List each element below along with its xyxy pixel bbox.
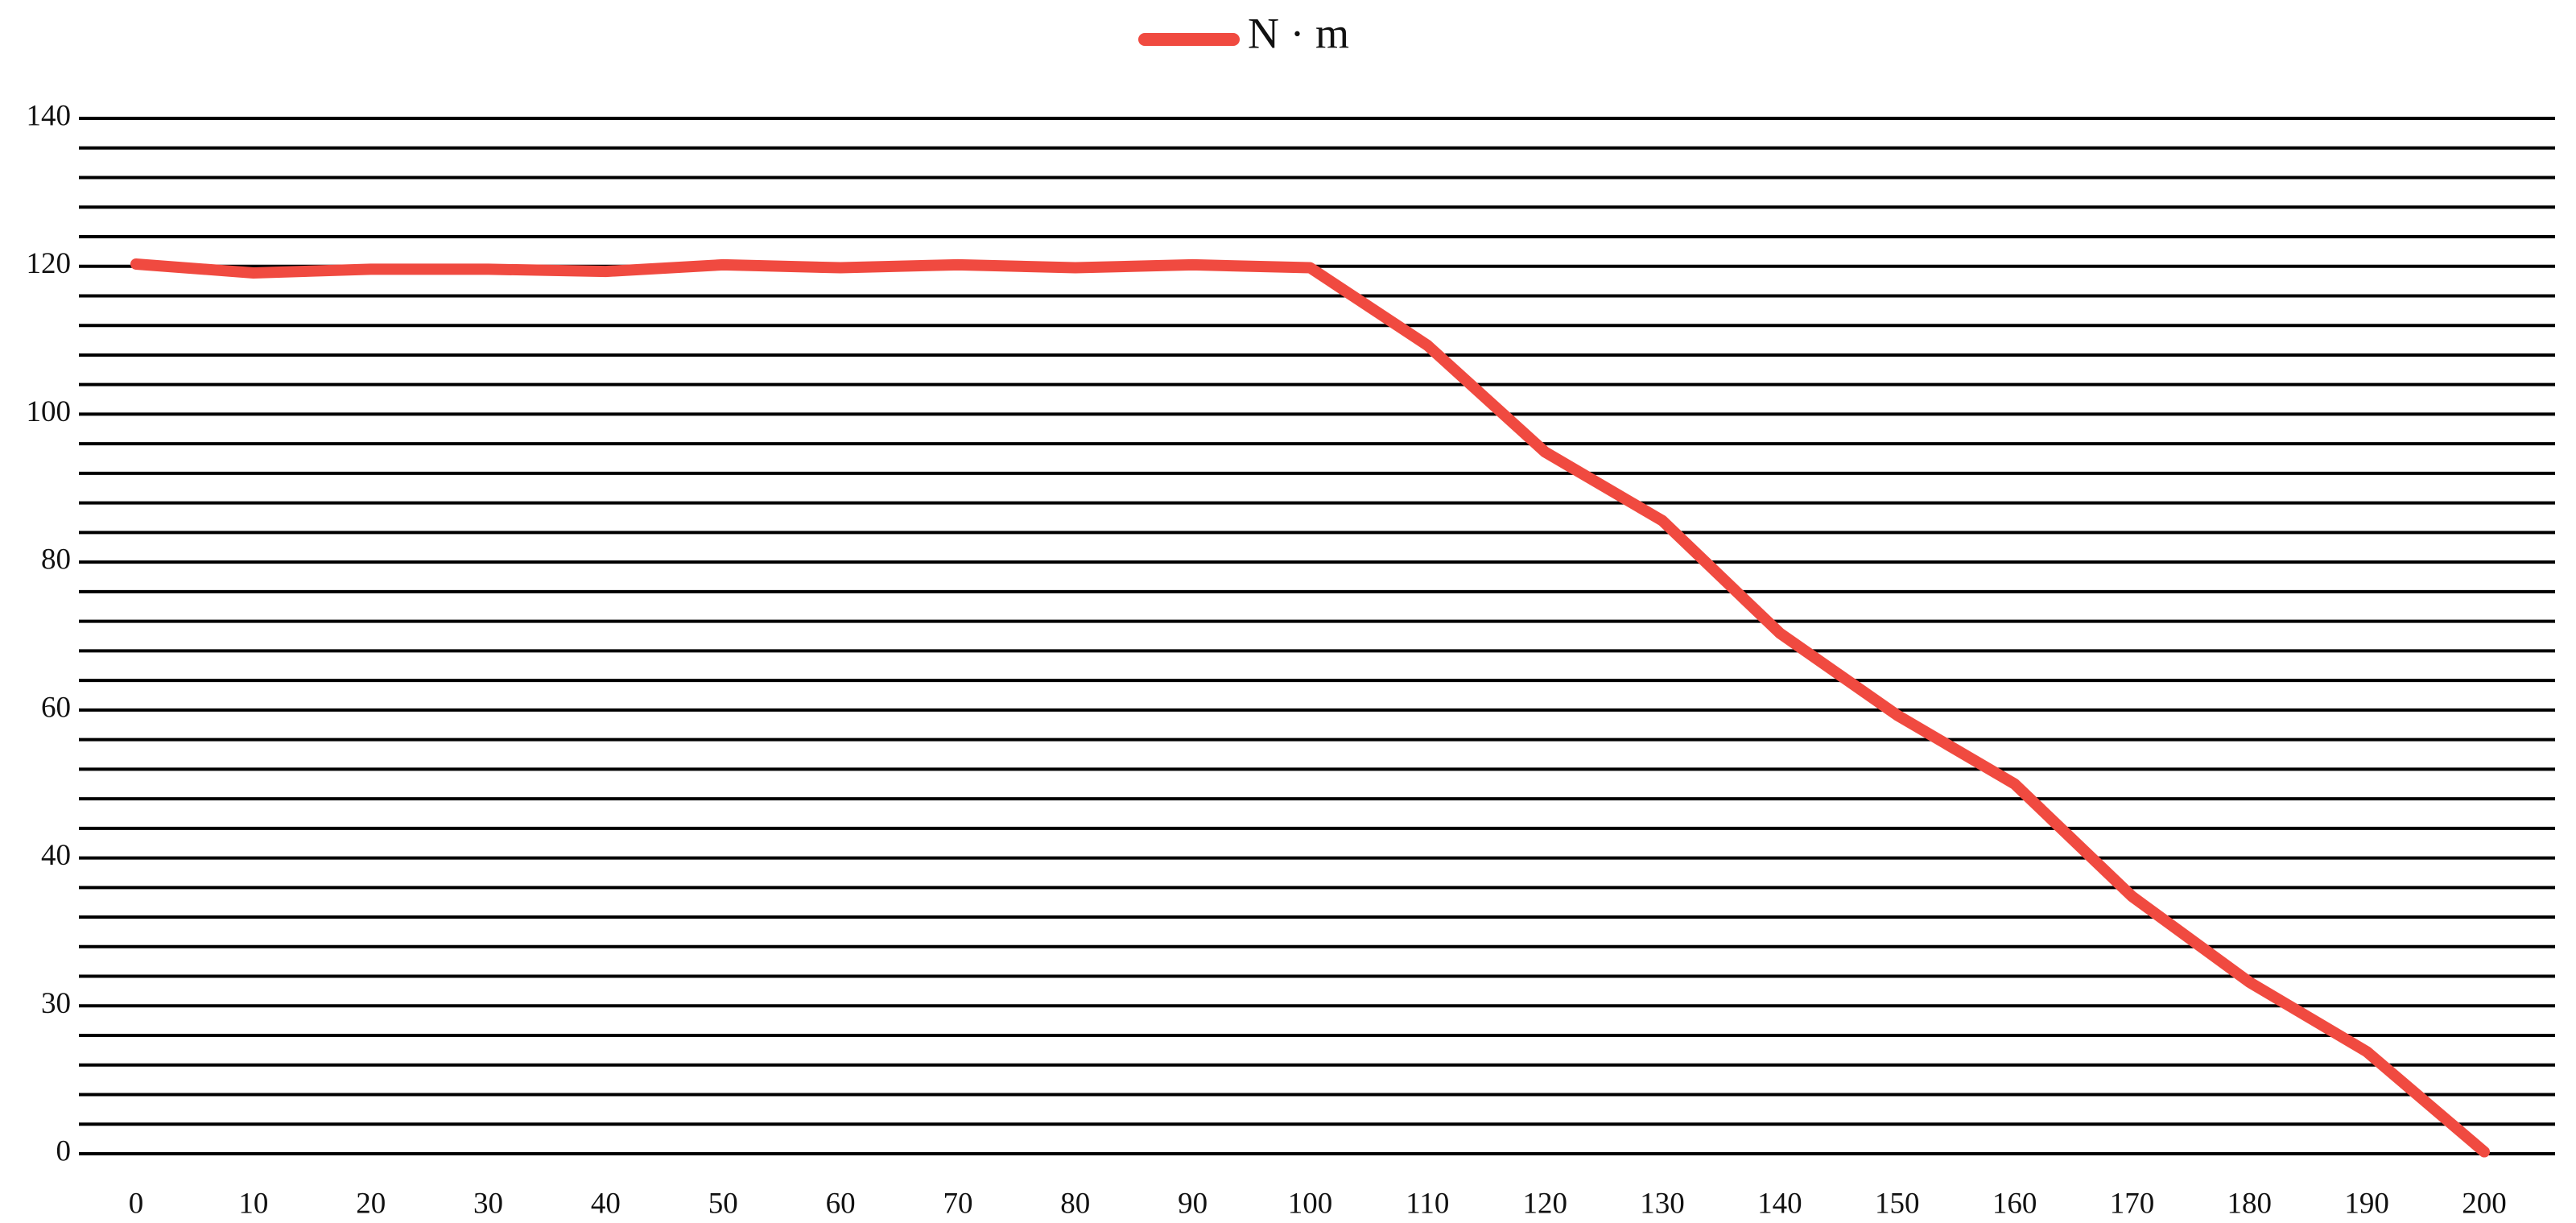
y-tick-label: 140 (27, 99, 72, 132)
x-tick-label: 120 (1522, 1187, 1567, 1220)
y-tick-label: 80 (41, 543, 71, 576)
x-tick-label: 140 (1757, 1187, 1802, 1220)
x-tick-label: 70 (943, 1187, 972, 1220)
x-tick-label: 30 (473, 1187, 503, 1220)
x-tick-label: 60 (826, 1187, 856, 1220)
x-tick-label: 20 (356, 1187, 386, 1220)
x-tick-label: 190 (2344, 1187, 2389, 1220)
x-tick-label: 100 (1288, 1187, 1333, 1220)
legend-label: N · m (1248, 9, 1349, 57)
y-tick-label: 30 (41, 987, 71, 1020)
y-tick-label: 120 (27, 247, 72, 280)
x-tick-label: 90 (1178, 1187, 1208, 1220)
x-tick-label: 150 (1875, 1187, 1920, 1220)
y-tick-label: 100 (27, 395, 72, 428)
x-tick-label: 180 (2227, 1187, 2273, 1220)
x-tick-label: 0 (129, 1187, 144, 1220)
y-tick-label: 60 (41, 691, 71, 724)
x-tick-label: 10 (238, 1187, 268, 1220)
x-tick-label: 200 (2462, 1187, 2507, 1220)
x-tick-label: 80 (1060, 1187, 1090, 1220)
x-tick-label: 40 (591, 1187, 621, 1220)
x-tick-label: 160 (1992, 1187, 2037, 1220)
x-tick-label: 110 (1406, 1187, 1449, 1220)
x-tick-label: 130 (1640, 1187, 1685, 1220)
x-tick-label: 170 (2110, 1187, 2155, 1220)
data-line (130, 258, 2490, 1158)
y-tick-label: 0 (56, 1134, 72, 1167)
x-tick-label: 50 (708, 1187, 738, 1220)
y-tick-label: 40 (41, 839, 71, 872)
